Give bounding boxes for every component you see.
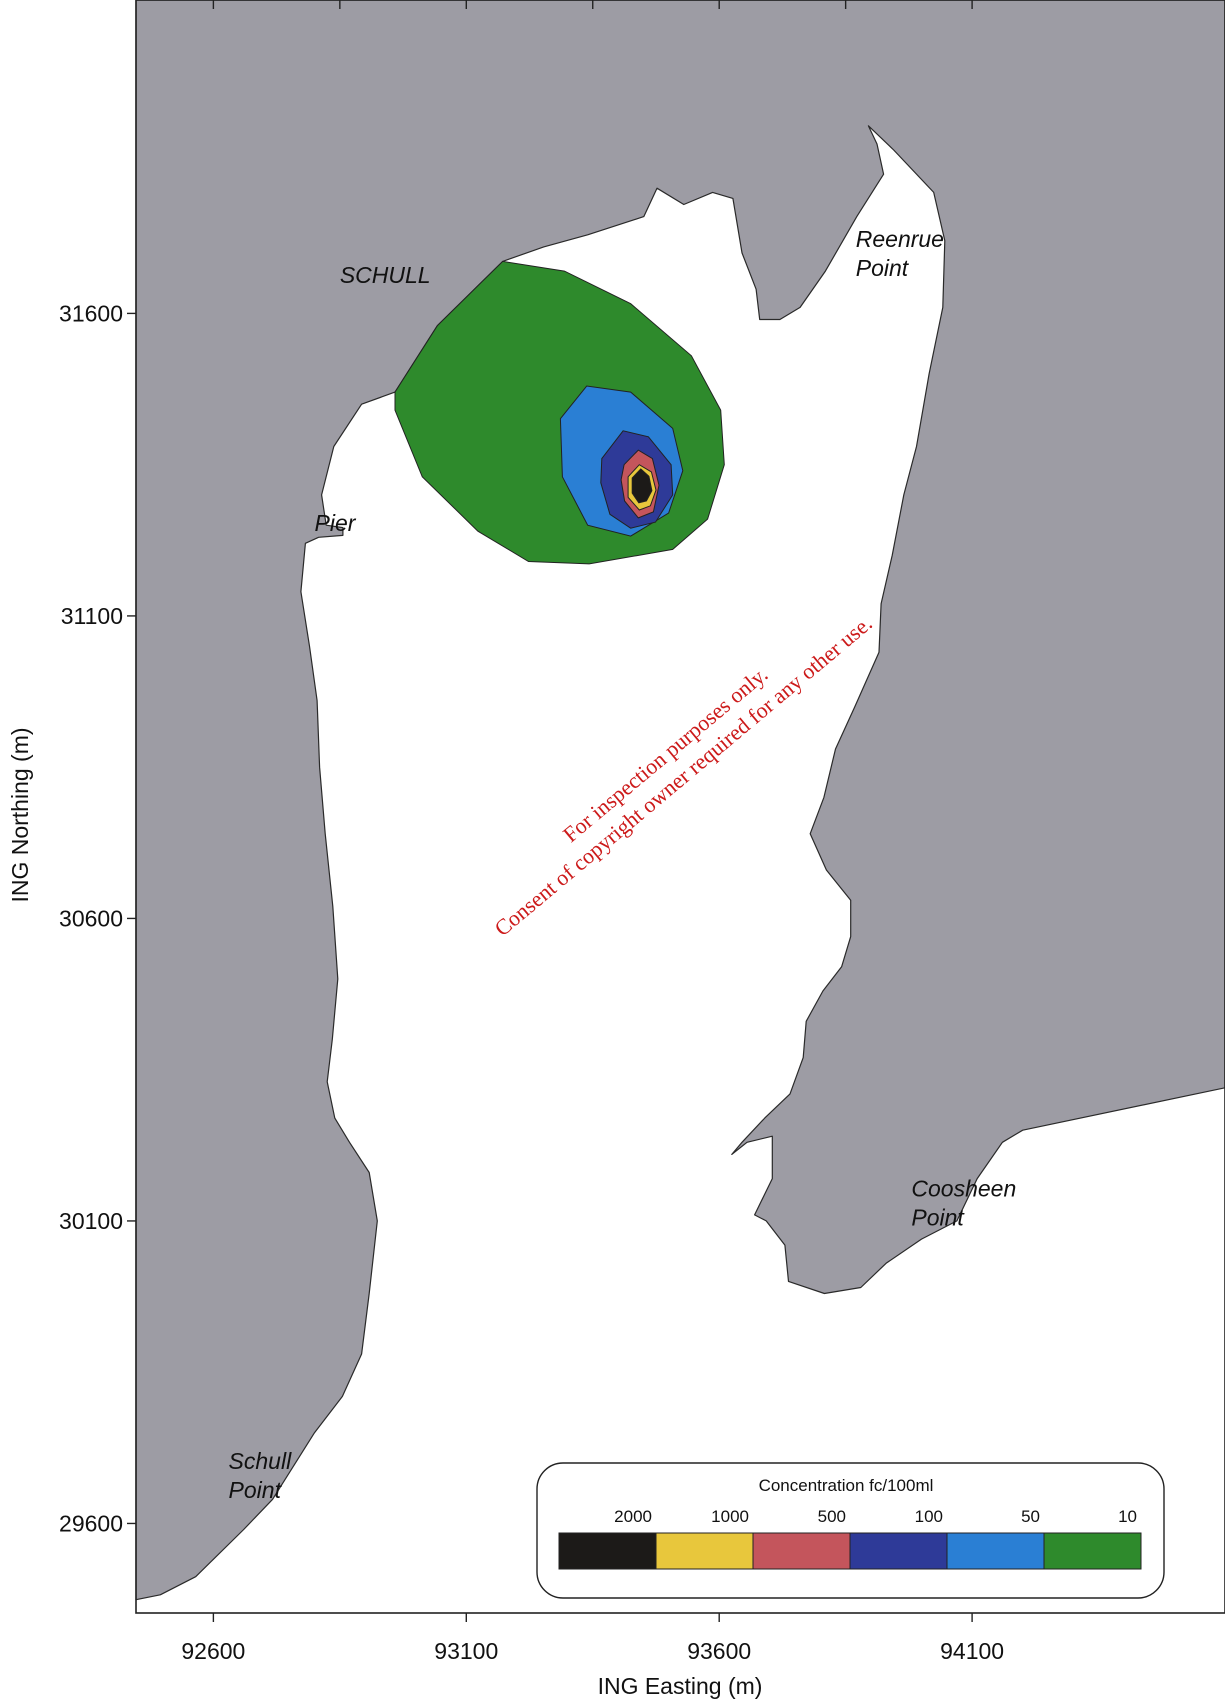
y-tick-label: 31600: [59, 300, 123, 326]
legend-swatches: 2000 1000 500 100 50 10: [558, 1507, 1142, 1570]
y-tick-label: 30100: [59, 1208, 123, 1234]
legend-swatch-1000: [655, 1532, 754, 1570]
place-labels: SCHULL Reenrue Point Pier Coosheen Point Schul…: [229, 226, 1017, 1503]
plot-frame: [135, 0, 1225, 1614]
legend-swatch-50: [946, 1532, 1045, 1570]
y-tick-label: 31100: [61, 603, 123, 629]
legend-label-500: 500: [818, 1507, 846, 1526]
legend-label-1000: 1000: [711, 1507, 749, 1526]
contour-2000: [631, 468, 653, 504]
x-tick-label: 92600: [181, 1638, 245, 1664]
legend-title: Concentration fc/100ml: [759, 1476, 934, 1495]
place-label-schull: Schull Point: [229, 1448, 293, 1503]
legend-label-10: 10: [1118, 1507, 1137, 1526]
x-tick-label: 93600: [687, 1638, 751, 1664]
legend-label-100: 100: [915, 1507, 943, 1526]
axis-ticks: 92600 93100 93600 94100 31600 31100 30600 30100…: [59, 0, 1004, 1664]
x-tick-label: 94100: [940, 1638, 1004, 1664]
y-tick-label: 30600: [59, 905, 123, 931]
svg-text:Consent of copyright owner req: Consent of copyright owner required for …: [490, 610, 877, 941]
y-tick-label: 29600: [59, 1510, 123, 1536]
legend-swatch-100: [849, 1532, 948, 1570]
x-tick-label: 93100: [434, 1638, 498, 1664]
legend-swatch-2000: [558, 1532, 657, 1570]
place-label-schull: SCHULL: [340, 262, 431, 288]
x-axis-title: ING Easting (m): [598, 1673, 763, 1699]
place-label-pier: Pier: [315, 510, 357, 536]
place-label-coosheen: Coosheen Point: [911, 1176, 1016, 1231]
legend-swatch-10: [1043, 1532, 1142, 1570]
legend-label-50: 50: [1021, 1507, 1040, 1526]
svg-text:For inspection purposes only.: For inspection purposes only.: [558, 661, 772, 847]
legend-label-2000: 2000: [614, 1507, 652, 1526]
land-layer: [135, 0, 1225, 1601]
concentration-contours: [394, 260, 725, 565]
place-label-reenrue: Reenrue Point: [856, 226, 944, 281]
watermark: For inspection purposes only. Consent of…: [490, 610, 877, 941]
land-west-shore: [135, 0, 1225, 1601]
y-axis-title: ING Northing (m): [7, 727, 33, 902]
legend-swatch-500: [752, 1532, 851, 1570]
legend: Concentration fc/100ml 2000 1000 500 100 50 1…: [536, 1462, 1165, 1599]
